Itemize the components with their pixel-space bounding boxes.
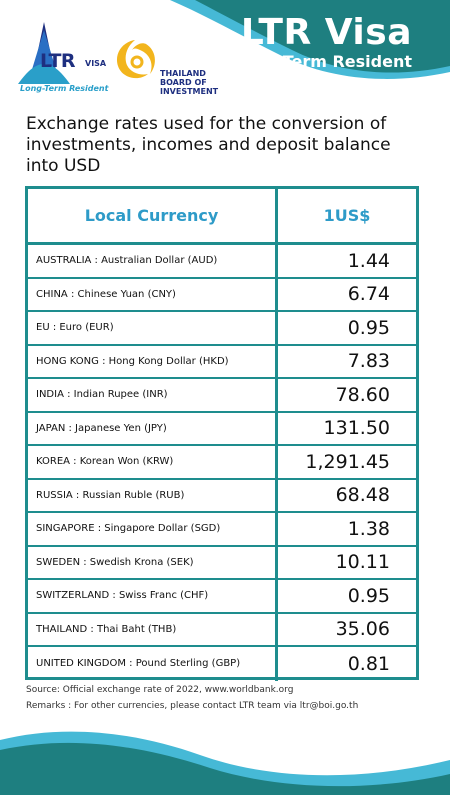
rate-value-cell: 0.81 bbox=[347, 652, 390, 675]
rate-value-cell: 131.50 bbox=[323, 417, 390, 440]
currency-name-cell: CHINA : Chinese Yuan (CNY) bbox=[28, 278, 278, 310]
ltr-temple-logo-icon bbox=[18, 22, 70, 84]
column-header-rate: 1US$ bbox=[323, 206, 371, 225]
currency-name-cell: KOREA : Korean Won (KRW) bbox=[28, 446, 278, 478]
rate-value-cell: 0.95 bbox=[347, 316, 390, 339]
ltr-logo-visa: VISA bbox=[85, 59, 107, 68]
source-note: Source: Official exchange rate of 2022, … bbox=[26, 685, 294, 695]
ltr-logo-text: LTR bbox=[40, 50, 76, 72]
table-row: SINGAPORE : Singapore Dollar (SGD) 1.38 bbox=[28, 513, 416, 547]
table-row: JAPAN : Japanese Yen (JPY) 131.50 bbox=[28, 412, 416, 446]
rate-value-cell: 7.83 bbox=[347, 350, 390, 373]
page-heading: Exchange rates used for the conversion o… bbox=[26, 114, 391, 176]
rate-value-cell: 35.06 bbox=[335, 618, 390, 641]
table-header: Local Currency 1US$ bbox=[28, 189, 416, 245]
currency-name-cell: SINGAPORE : Singapore Dollar (SGD) bbox=[28, 513, 278, 545]
currency-name-cell: THAILAND : Thai Baht (THB) bbox=[28, 613, 278, 645]
currency-name-cell: JAPAN : Japanese Yen (JPY) bbox=[28, 412, 278, 444]
table-row: THAILAND : Thai Baht (THB) 35.06 bbox=[28, 613, 416, 647]
table-row: AUSTRALIA : Australian Dollar (AUD) 1.44 bbox=[28, 245, 416, 279]
rate-value-cell: 0.95 bbox=[347, 584, 390, 607]
currency-name-cell: SWEDEN : Swedish Krona (SEK) bbox=[28, 546, 278, 578]
rate-value-cell: 1,291.45 bbox=[305, 450, 390, 473]
currency-name-cell: INDIA : Indian Rupee (INR) bbox=[28, 379, 278, 411]
header-wave-background bbox=[170, 0, 450, 79]
currency-name-cell: HONG KONG : Hong Kong Dollar (HKD) bbox=[28, 345, 278, 377]
remarks-note: Remarks : For other currencies, please c… bbox=[26, 701, 359, 711]
rate-value-cell: 1.44 bbox=[347, 249, 390, 272]
boi-logo-text: THAILAND BOARD OF INVESTMENT bbox=[160, 69, 230, 96]
table-row: INDIA : Indian Rupee (INR) 78.60 bbox=[28, 379, 416, 413]
currency-name-cell: AUSTRALIA : Australian Dollar (AUD) bbox=[28, 245, 278, 277]
table-body: AUSTRALIA : Australian Dollar (AUD) 1.44 C… bbox=[28, 245, 416, 681]
rate-value-cell: 10.11 bbox=[335, 551, 390, 574]
column-header-currency: Local Currency bbox=[28, 189, 278, 242]
table-row: RUSSIA : Russian Ruble (RUB) 68.48 bbox=[28, 479, 416, 513]
boi-logo-line: INVESTMENT bbox=[160, 87, 219, 96]
table-row: UNITED KINGDOM : Pound Sterling (GBP) 0.8… bbox=[28, 647, 416, 681]
boi-logo-line: BOARD OF bbox=[160, 78, 207, 87]
boi-swirl-logo-icon bbox=[116, 40, 155, 79]
rate-value-cell: 1.38 bbox=[347, 517, 390, 540]
currency-name-cell: UNITED KINGDOM : Pound Sterling (GBP) bbox=[28, 647, 278, 681]
ltr-logo-tagline: Long-Term Resident bbox=[20, 84, 109, 93]
currency-name-cell: RUSSIA : Russian Ruble (RUB) bbox=[28, 479, 278, 511]
rate-value-cell: 68.48 bbox=[335, 484, 390, 507]
table-row: HONG KONG : Hong Kong Dollar (HKD) 7.83 bbox=[28, 345, 416, 379]
rate-value-cell: 78.60 bbox=[335, 383, 390, 406]
table-row: KOREA : Korean Won (KRW) 1,291.45 bbox=[28, 446, 416, 480]
footer-wave-background bbox=[0, 731, 450, 795]
rate-value-cell: 6.74 bbox=[347, 283, 390, 306]
hero-title: LTR Visa bbox=[240, 12, 412, 53]
currency-name-cell: SWITZERLAND : Swiss Franc (CHF) bbox=[28, 580, 278, 612]
hero-subtitle: Long Term Resident bbox=[233, 52, 412, 71]
table-row: SWITZERLAND : Swiss Franc (CHF) 0.95 bbox=[28, 580, 416, 614]
exchange-rate-table: Local Currency 1US$ AUSTRALIA : Australi… bbox=[25, 186, 419, 681]
logo-area bbox=[6, 20, 226, 100]
table-row: SWEDEN : Swedish Krona (SEK) 10.11 bbox=[28, 546, 416, 580]
currency-name-cell: EU : Euro (EUR) bbox=[28, 312, 278, 344]
table-row: CHINA : Chinese Yuan (CNY) 6.74 bbox=[28, 278, 416, 312]
boi-logo-line: THAILAND bbox=[160, 69, 206, 78]
table-row: EU : Euro (EUR) 0.95 bbox=[28, 312, 416, 346]
